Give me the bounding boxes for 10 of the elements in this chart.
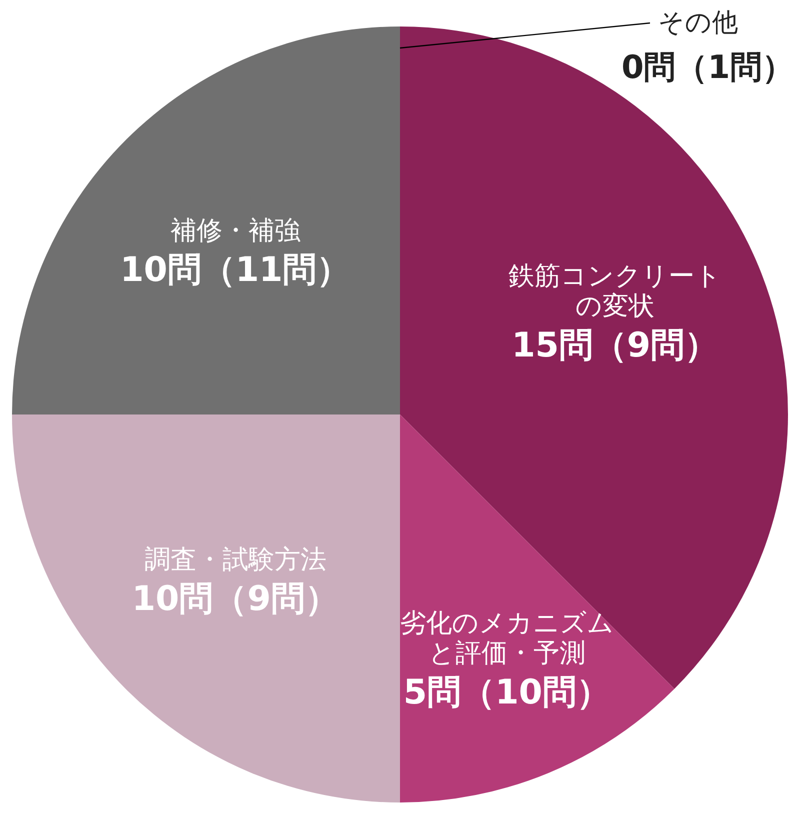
- slice-label: 劣化のメカニズムと評価・予測: [400, 608, 614, 669]
- data-label: 10問（11問）: [120, 250, 351, 290]
- text: 0問（1問）: [621, 48, 794, 86]
- data-label: 10問（9問）: [132, 579, 339, 620]
- slice-label: 調査・試験方法: [144, 545, 326, 576]
- category-label: その他: [658, 8, 738, 38]
- slice-label: 補修・補強: [170, 216, 300, 246]
- data-label: 5問（10問）: [403, 672, 610, 713]
- slice-label: 鉄筋コンクリートの変状: [508, 261, 722, 322]
- data-label: 15問（9問）: [512, 325, 719, 366]
